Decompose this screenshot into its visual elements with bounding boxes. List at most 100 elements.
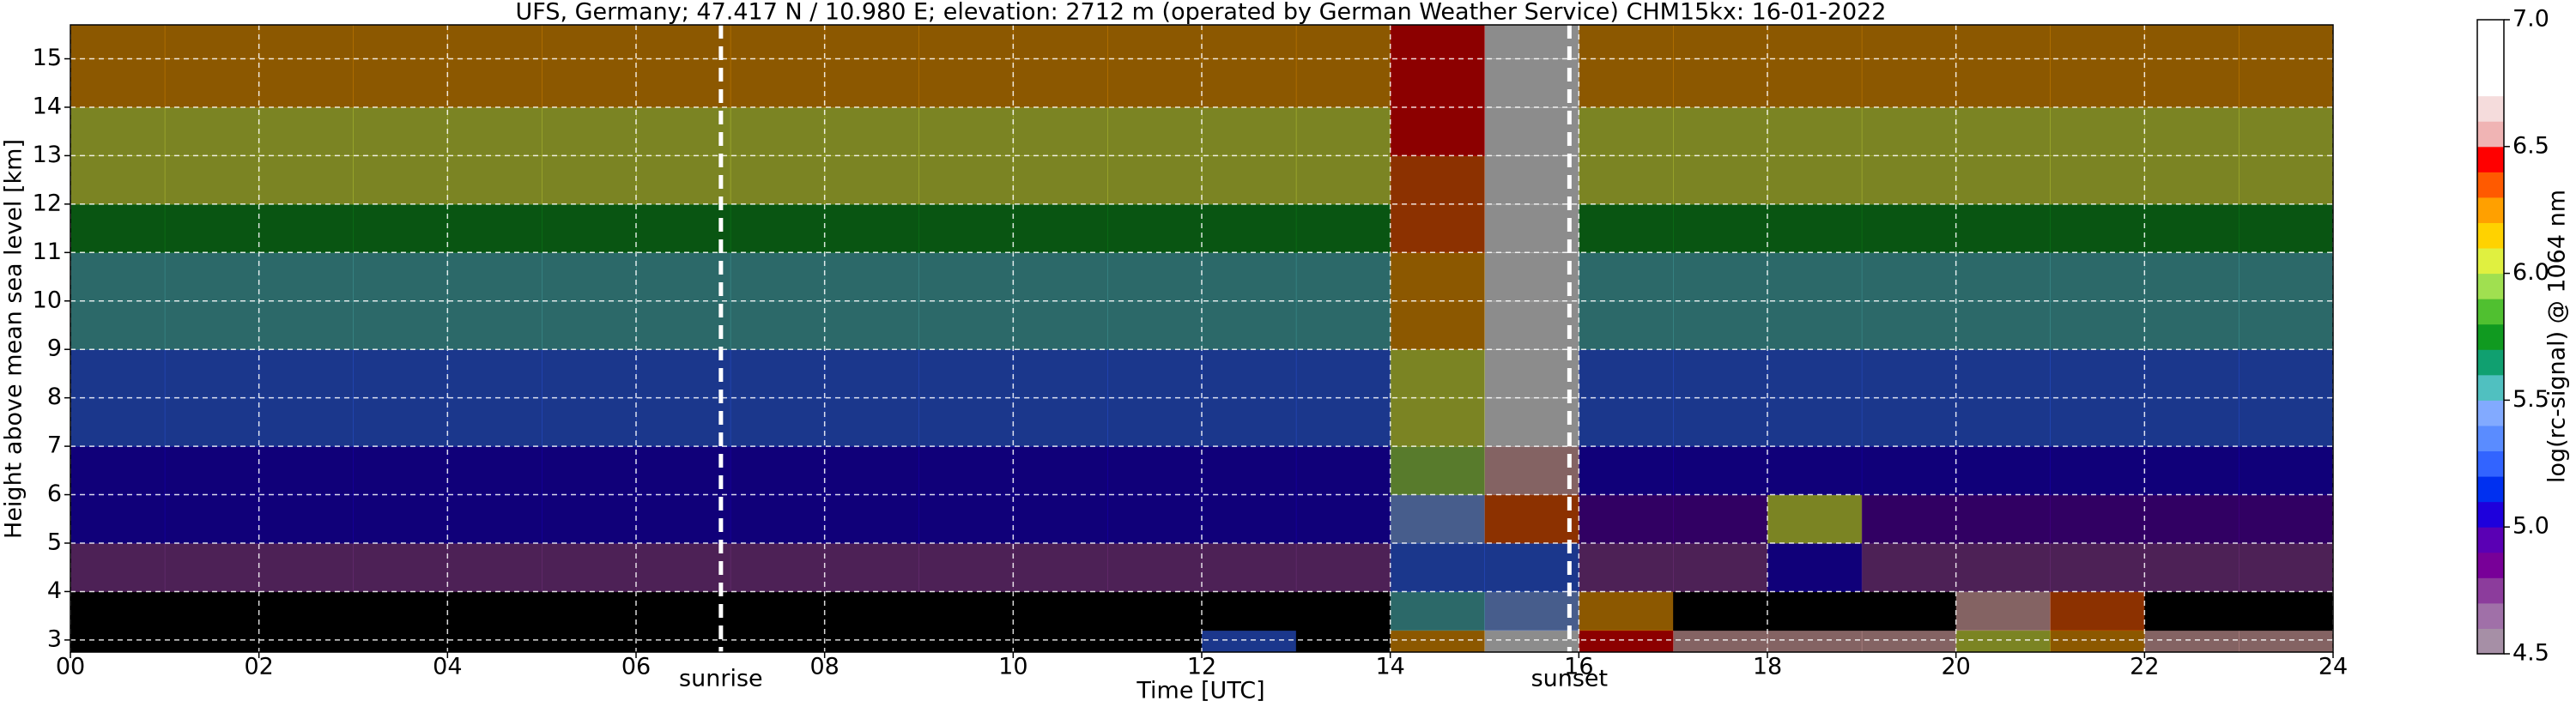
heatmap-cell [447, 494, 542, 544]
heatmap-cell [2239, 106, 2334, 156]
heatmap-cell [447, 106, 542, 156]
heatmap-cell [1013, 349, 1108, 399]
heatmap-cell [1767, 58, 1863, 108]
heatmap-cell [447, 397, 542, 447]
heatmap-cell [70, 630, 166, 653]
heatmap-cell [1202, 630, 1297, 653]
heatmap-cell [164, 630, 260, 653]
heatmap-cell [1202, 252, 1297, 302]
colorbar-swatch [2477, 196, 2504, 223]
heatmap-cell [1202, 397, 1297, 447]
heatmap-cell [1202, 591, 1297, 631]
colorbar-tick-label: 5.0 [2512, 513, 2549, 540]
heatmap-cell [1673, 300, 1768, 350]
heatmap-cell [542, 397, 637, 447]
heatmap-cell [1673, 155, 1768, 205]
heatmap-cell [824, 300, 919, 350]
heatmap-cell [1579, 300, 1674, 350]
heatmap-cell [918, 494, 1014, 544]
x-tick-label: 12 [1187, 654, 1216, 680]
heatmap-cell [1390, 349, 1485, 399]
heatmap-cell [70, 494, 166, 544]
heatmap-cell [1107, 397, 1203, 447]
heatmap-cell [1390, 542, 1485, 592]
x-tick-label: 10 [998, 654, 1027, 680]
heatmap-cell [542, 630, 637, 653]
heatmap-cell [824, 542, 919, 592]
heatmap-cell [447, 58, 542, 108]
heatmap-cell [2050, 252, 2145, 302]
heatmap-cell [164, 203, 260, 253]
heatmap-cell [164, 300, 260, 350]
chart-title: UFS, Germany; 47.417 N / 10.980 E; eleva… [516, 0, 1887, 26]
y-tick-label: 5 [47, 529, 62, 555]
heatmap-cell [1579, 446, 1674, 496]
heatmap-cell [918, 446, 1014, 496]
heatmap-cell [2144, 155, 2240, 205]
heatmap-cell [1767, 155, 1863, 205]
heatmap-cell [1107, 25, 1203, 60]
heatmap-cell [1484, 630, 1579, 653]
heatmap-cell [542, 494, 637, 544]
heatmap-cell [2239, 25, 2334, 60]
heatmap-cell [70, 252, 166, 302]
heatmap-cell [1202, 25, 1297, 60]
heatmap-cell [258, 446, 354, 496]
y-tick-label: 9 [47, 335, 62, 362]
heatmap-cell [353, 349, 448, 399]
heatmap-cell [1673, 252, 1768, 302]
y-tick-label: 11 [33, 239, 62, 265]
heatmap-cell [1295, 252, 1391, 302]
heatmap-cell [1390, 25, 1485, 60]
heatmap-cell [542, 252, 637, 302]
heatmap-cell [70, 349, 166, 399]
heatmap-cell [1013, 397, 1108, 447]
heatmap-cell [2239, 494, 2334, 544]
heatmap-cell [1861, 591, 1957, 631]
heatmap-cell [730, 300, 826, 350]
colorbar-swatch [2477, 400, 2504, 426]
heatmap-cell [1484, 397, 1579, 447]
heatmap-cell [1202, 58, 1297, 108]
heatmap-cell [918, 300, 1014, 350]
heatmap-cell [730, 591, 826, 631]
heatmap-cell [1955, 300, 2051, 350]
heatmap-cell [1955, 25, 2051, 60]
colorbar-swatch [2477, 299, 2504, 325]
heatmap-cell [2050, 58, 2145, 108]
heatmap-cell [730, 446, 826, 496]
heatmap-cell [1955, 542, 2051, 592]
colorbar-swatch [2477, 602, 2504, 629]
y-axis-label: Height above mean sea level [km] [1, 139, 27, 539]
heatmap-cell [2050, 106, 2145, 156]
y-tick-label: 7 [47, 432, 62, 459]
heatmap-cell [70, 591, 166, 631]
heatmap-cell [2144, 494, 2240, 544]
heatmap-cell [1013, 446, 1108, 496]
heatmap-cell [730, 494, 826, 544]
heatmap-cell [1013, 203, 1108, 253]
heatmap-cell [730, 630, 826, 653]
x-tick-label: 20 [1941, 654, 1970, 680]
heatmap-cell [258, 203, 354, 253]
heatmap-cell [1390, 494, 1485, 544]
heatmap-cell [70, 106, 166, 156]
heatmap-cell [1390, 591, 1485, 631]
heatmap-cell [1861, 542, 1957, 592]
heatmap-cell [636, 203, 731, 253]
heatmap-cell [70, 203, 166, 253]
heatmap-cell [1673, 591, 1768, 631]
heatmap-cell [1390, 397, 1485, 447]
y-tick-label: 10 [33, 287, 62, 313]
heatmap-cell [2239, 397, 2334, 447]
heatmap-cell [1295, 106, 1391, 156]
heatmap-cell [542, 106, 637, 156]
heatmap-cell [1861, 252, 1957, 302]
heatmap-cell [1579, 494, 1674, 544]
heatmap-cell [918, 25, 1014, 60]
heatmap-cell [1390, 446, 1485, 496]
heatmap-cell [1295, 494, 1391, 544]
heatmap-cell [2144, 542, 2240, 592]
heatmap-cell [1013, 591, 1108, 631]
